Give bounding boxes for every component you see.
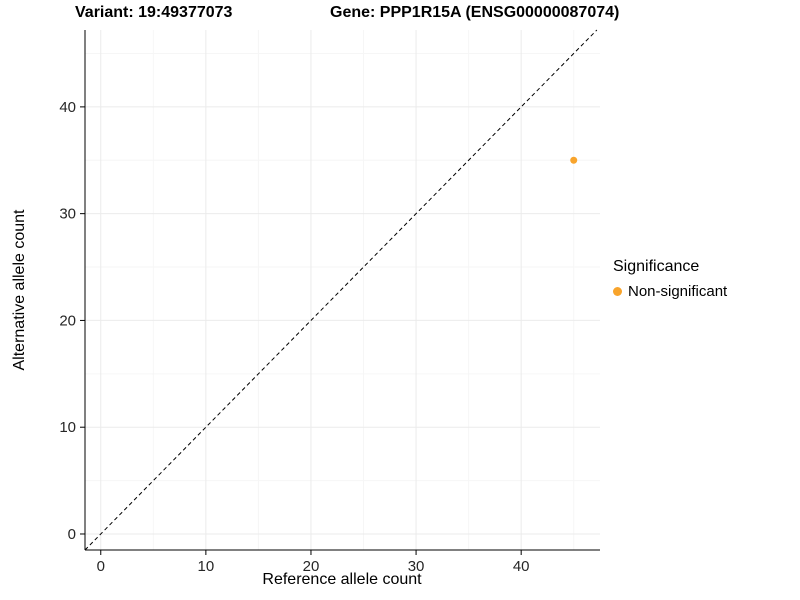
- x-tick-label: 10: [198, 558, 215, 575]
- plot-title-variant: Variant: 19:49377073: [75, 4, 233, 21]
- y-axis-title: Alternative allele count: [11, 209, 28, 371]
- x-tick-label: 0: [97, 558, 105, 575]
- plot-title-gene: Gene: PPP1R15A (ENSG00000087074): [330, 4, 620, 21]
- y-tick-label: 40: [59, 99, 76, 116]
- legend-title: Significance: [613, 258, 700, 275]
- data-point: [570, 156, 578, 164]
- x-tick-label: 40: [513, 558, 530, 575]
- y-tick-label: 0: [68, 526, 76, 543]
- legend: Significance Non-significant: [613, 258, 727, 300]
- legend-item-label: Non-significant: [628, 283, 728, 300]
- y-tick-label: 20: [59, 312, 76, 329]
- x-tick-label: 30: [408, 558, 425, 575]
- y-tick-label: 10: [59, 419, 76, 436]
- identity-line: [84, 29, 598, 551]
- y-tick-label: 30: [59, 206, 76, 223]
- legend-color-swatch: [613, 287, 622, 296]
- x-tick-label: 20: [303, 558, 320, 575]
- legend-item: Non-significant: [613, 283, 727, 300]
- x-axis-title: Reference allele count: [262, 571, 422, 588]
